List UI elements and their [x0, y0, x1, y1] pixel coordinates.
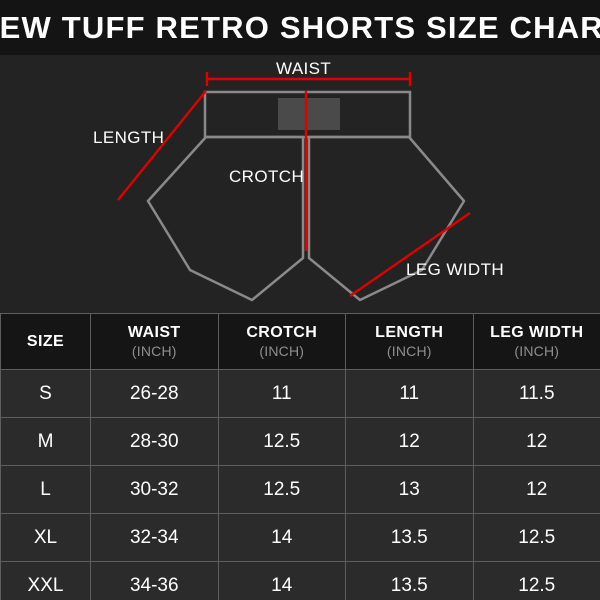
cell-waist: 26-28: [90, 369, 219, 418]
left-leg-shape: [146, 135, 305, 302]
cell-waist: 30-32: [90, 465, 219, 514]
column-header-waist: WAIST (INCH): [90, 313, 219, 370]
cell-length: 13: [345, 465, 474, 514]
cell-length: 13.5: [345, 513, 474, 562]
column-header-leg-width: LEG WIDTH (INCH): [472, 313, 600, 370]
table-row: S 26-28 11 11 11.5: [0, 369, 600, 418]
cell-size: M: [0, 417, 91, 466]
cell-leg-width: 12: [472, 417, 600, 466]
column-header-waist-main: WAIST: [127, 324, 181, 341]
table-header-row: SIZE WAIST (INCH) CROTCH (INCH) LENGTH (…: [0, 313, 600, 370]
length-dimension-label: LENGTH: [93, 128, 165, 147]
length-measure-line: [117, 90, 207, 201]
column-header-crotch-unit: (INCH): [259, 343, 305, 359]
shorts-diagram: WAIST LENGTH CROTCH LEG WIDTH: [0, 55, 600, 313]
table-row: XL 32-34 14 13.5 12.5: [0, 513, 600, 562]
cell-size: L: [0, 465, 91, 514]
cell-crotch: 14: [217, 513, 346, 562]
column-header-crotch: CROTCH (INCH): [217, 313, 346, 370]
column-header-leg-width-unit: (INCH): [514, 343, 560, 359]
title-bar: NEW TUFF RETRO SHORTS SIZE CHART: [0, 0, 600, 55]
page-title: NEW TUFF RETRO SHORTS SIZE CHART: [0, 9, 600, 45]
shorts-illustration-svg: [117, 72, 471, 302]
cell-waist: 28-30: [90, 417, 219, 466]
leg-width-dimension-label: LEG WIDTH: [406, 260, 505, 279]
column-header-size: SIZE: [0, 313, 91, 370]
waist-dimension-label: WAIST: [276, 59, 332, 78]
leg-width-measure-line: [349, 212, 471, 297]
column-header-crotch-main: CROTCH: [246, 324, 318, 341]
cell-waist: 34-36: [90, 561, 219, 600]
cell-leg-width: 12.5: [472, 561, 600, 600]
column-header-length-main: LENGTH: [375, 324, 444, 341]
column-header-size-main: SIZE: [26, 332, 65, 350]
waistband-shape: [203, 90, 412, 139]
cell-length: 12: [345, 417, 474, 466]
cell-crotch: 14: [217, 561, 346, 600]
cell-waist: 32-34: [90, 513, 219, 562]
cell-length: 11: [345, 369, 474, 418]
cell-crotch: 11: [217, 369, 346, 418]
waistband-tag-shape: [278, 98, 340, 130]
cell-size: S: [0, 369, 91, 418]
crotch-dimension-label: CROTCH: [229, 167, 305, 186]
cell-leg-width: 12: [472, 465, 600, 514]
column-header-leg-width-main: LEG WIDTH: [490, 324, 584, 341]
cell-crotch: 12.5: [217, 465, 346, 514]
cell-size: XL: [0, 513, 91, 562]
column-header-length: LENGTH (INCH): [345, 313, 474, 370]
cell-leg-width: 12.5: [472, 513, 600, 562]
cell-leg-width: 11.5: [472, 369, 600, 418]
cell-length: 13.5: [345, 561, 474, 600]
table-row: XXL 34-36 14 13.5 12.5: [0, 561, 600, 600]
column-header-length-unit: (INCH): [386, 343, 432, 359]
size-table: SIZE WAIST (INCH) CROTCH (INCH) LENGTH (…: [0, 313, 600, 600]
cell-size: XXL: [0, 561, 91, 600]
right-leg-shape: [307, 135, 466, 302]
column-header-waist-unit: (INCH): [131, 343, 177, 359]
table-row: M 28-30 12.5 12 12: [0, 417, 600, 466]
table-row: L 30-32 12.5 13 12: [0, 465, 600, 514]
cell-crotch: 12.5: [217, 417, 346, 466]
